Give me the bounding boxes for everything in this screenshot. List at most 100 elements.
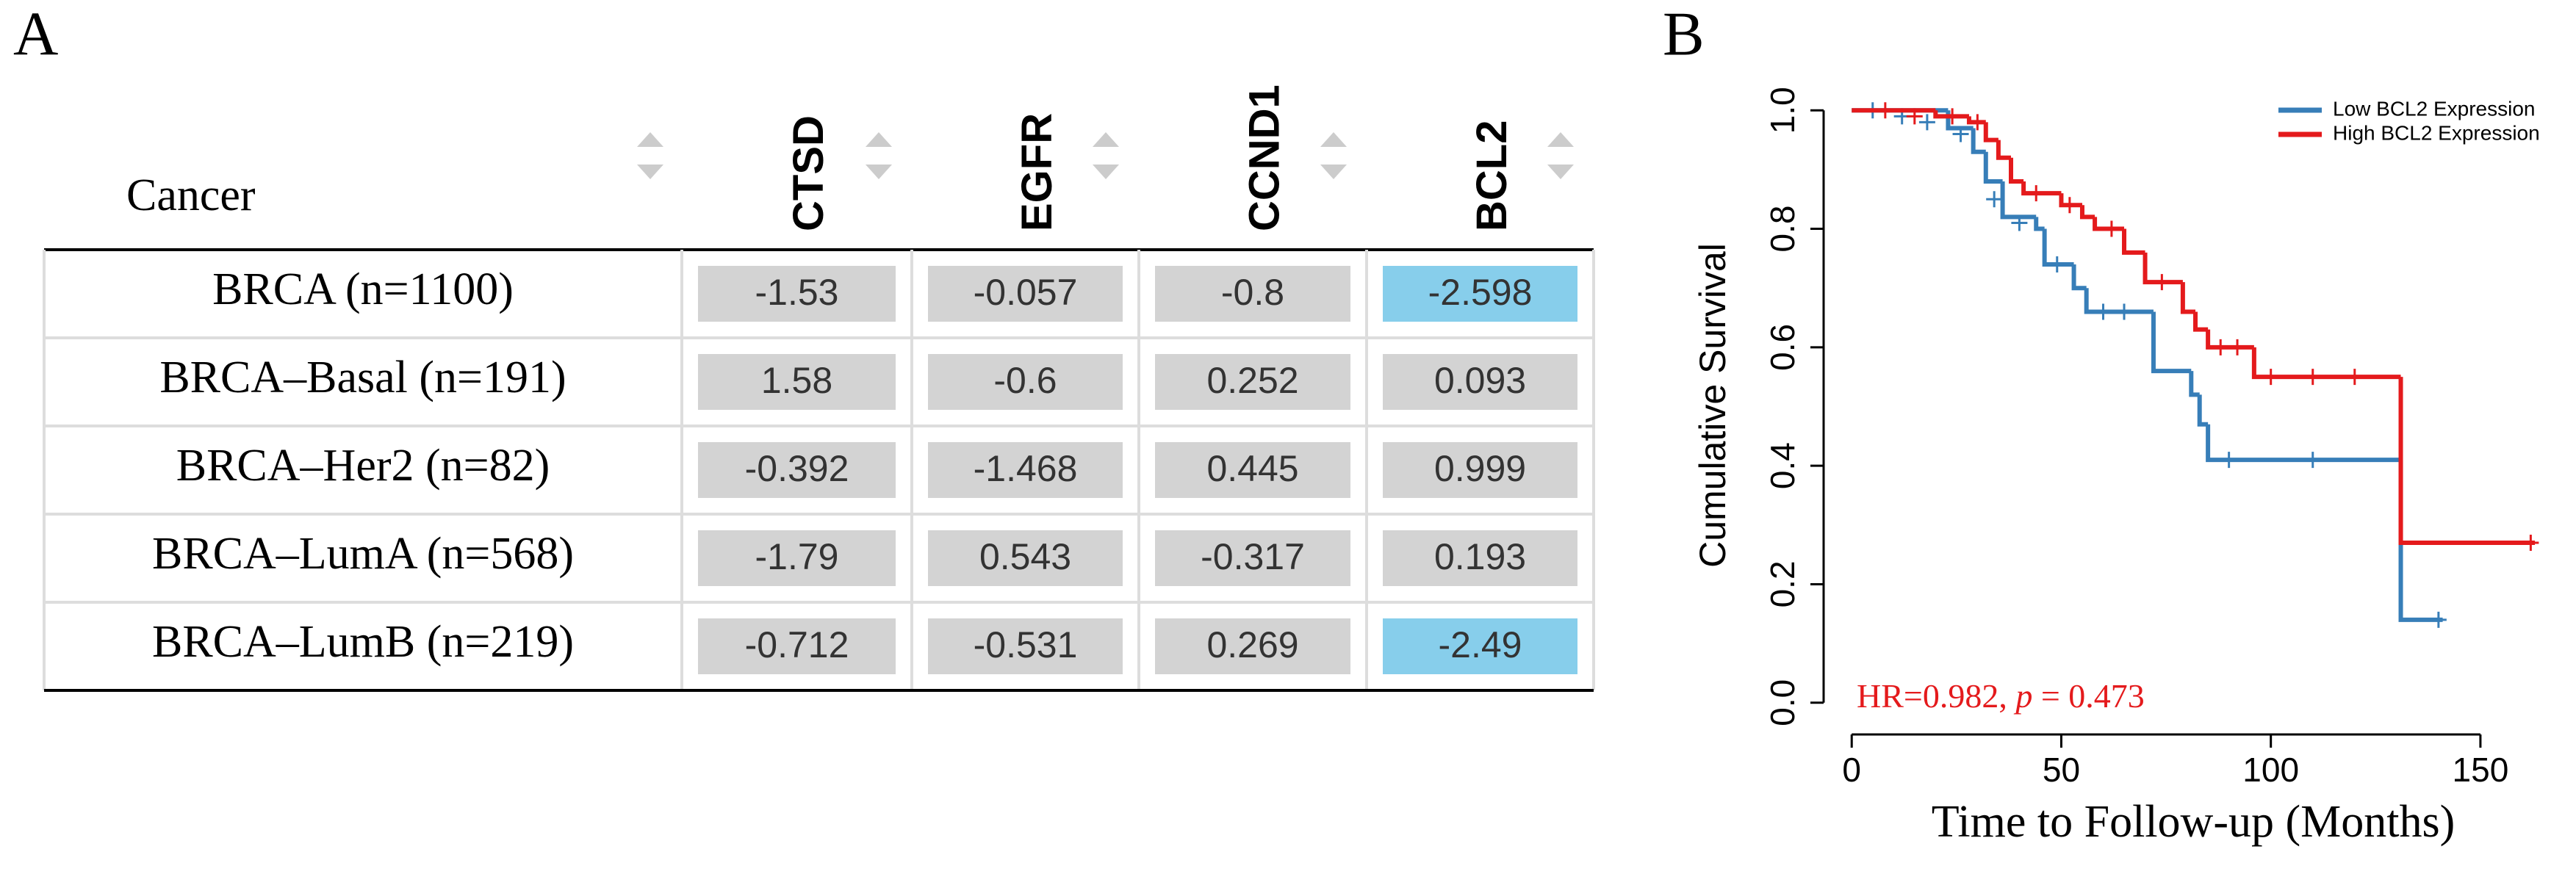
- censor-mark: [1906, 108, 1923, 125]
- cell: [1383, 266, 1577, 322]
- cell: [1383, 354, 1577, 410]
- sort-arrow: [1320, 165, 1347, 179]
- cell-value: 0.445: [1206, 448, 1298, 489]
- y-tick-label: 0.2: [1763, 560, 1802, 607]
- survival-step: [2021, 181, 2062, 196]
- cell-value: -0.6: [993, 360, 1057, 401]
- row-label: BRCA–LumA (n=568): [152, 529, 574, 579]
- annotation-part: HR=0.982,: [1857, 677, 2015, 715]
- censor-mark: [2011, 214, 2028, 231]
- censor-mark: [1986, 191, 2003, 208]
- x-tick-label: 150: [2453, 751, 2509, 789]
- survival-step: [1983, 122, 1998, 142]
- cell-value: -0.531: [974, 624, 1078, 665]
- cell: [928, 442, 1123, 498]
- cell-value: -0.392: [745, 448, 849, 489]
- sort-arrow: [637, 132, 663, 147]
- x-tick-label: 50: [2043, 751, 2080, 789]
- censor-mark: [1944, 108, 1961, 125]
- survival-step: [2079, 205, 2095, 220]
- survival-step: [2180, 282, 2195, 314]
- cell: [1383, 530, 1577, 586]
- survival-step: [2000, 181, 2037, 220]
- censor-mark: [2304, 369, 2321, 386]
- cell-value: -0.317: [1201, 536, 1305, 577]
- cell: [1155, 618, 1350, 674]
- sort-arrow: [1093, 165, 1119, 179]
- survival-step: [2009, 157, 2024, 184]
- sort-arrow: [866, 165, 892, 179]
- column-header: BCL2: [1468, 120, 1516, 231]
- legend-label: High BCL2 Expression: [2333, 121, 2540, 144]
- censor-mark: [2061, 197, 2078, 214]
- cell-value: 0.093: [1434, 360, 1526, 401]
- censor-mark: [2262, 369, 2279, 386]
- survival-step: [2034, 217, 2045, 231]
- survival-step: [2206, 424, 2401, 463]
- cell-value: -0.8: [1221, 272, 1284, 313]
- row-label: BRCA (n=1100): [212, 264, 514, 314]
- censor-mark: [1877, 102, 1893, 119]
- cell: [698, 266, 896, 322]
- survival-step: [2122, 228, 2145, 255]
- sort-arrow: [637, 165, 663, 179]
- cell: [698, 530, 896, 586]
- censor-mark: [2522, 534, 2539, 551]
- censor-mark: [1952, 126, 1969, 142]
- cell-value: -1.468: [974, 448, 1078, 489]
- cell: [698, 354, 896, 410]
- column-header: CTSD: [785, 115, 832, 231]
- survival-step: [2151, 311, 2192, 374]
- annotation: HR=0.982, p = 0.473: [1857, 677, 2145, 715]
- censor-mark: [2220, 452, 2237, 469]
- cell: [928, 266, 1123, 322]
- panel-label: A: [13, 0, 58, 69]
- sort-arrow: [1547, 132, 1574, 147]
- sort-arrow: [866, 132, 892, 147]
- survival-step: [1983, 151, 2003, 184]
- cell-value: -0.057: [974, 272, 1078, 313]
- cell-value: 0.269: [1206, 624, 1298, 665]
- y-tick-label: 0.0: [1763, 679, 1802, 726]
- survival-step: [1971, 128, 1986, 154]
- survival-step: [2143, 252, 2183, 285]
- cell: [1383, 618, 1577, 674]
- legend-label: Low BCL2 Expression: [2333, 97, 2535, 120]
- survival-step: [2197, 394, 2209, 427]
- sort-arrow: [1547, 165, 1574, 179]
- cell: [928, 354, 1123, 410]
- cell: [1155, 354, 1350, 410]
- censor-mark: [2304, 452, 2321, 469]
- x-axis-title: Time to Follow-up (Months): [1932, 797, 2456, 847]
- censor-mark: [2346, 369, 2363, 386]
- survival-step: [2189, 371, 2200, 397]
- row-label: BRCA–Basal (n=191): [159, 353, 566, 402]
- cell-value: 0.543: [979, 536, 1071, 577]
- cell-value: -0.712: [745, 624, 849, 665]
- panel-label: B: [1663, 0, 1705, 69]
- sort-arrow: [1093, 132, 1119, 147]
- cell: [928, 618, 1123, 674]
- cell: [698, 442, 896, 498]
- survival-step: [2398, 377, 2536, 545]
- y-tick-label: 0.8: [1763, 206, 1802, 253]
- cell: [698, 618, 896, 674]
- cell: [1383, 442, 1577, 498]
- annotation-part: = 0.473: [2032, 677, 2144, 715]
- cell-value: -2.49: [1439, 624, 1522, 665]
- cell: [928, 530, 1123, 586]
- annotation-part: p: [2013, 677, 2032, 715]
- cell-value: -2.598: [1428, 272, 1533, 313]
- row-label: BRCA–LumB (n=219): [152, 617, 574, 667]
- x-tick-label: 0: [1842, 751, 1861, 789]
- y-tick-label: 0.4: [1763, 442, 1802, 489]
- cell-value: -1.79: [755, 536, 839, 577]
- censor-mark: [2103, 220, 2120, 237]
- cell-value: -1.53: [755, 272, 839, 313]
- x-tick-label: 100: [2242, 751, 2299, 789]
- row-label: BRCA–Her2 (n=82): [176, 441, 550, 491]
- survival-step: [1996, 140, 2011, 160]
- column-header: CCND1: [1240, 84, 1288, 231]
